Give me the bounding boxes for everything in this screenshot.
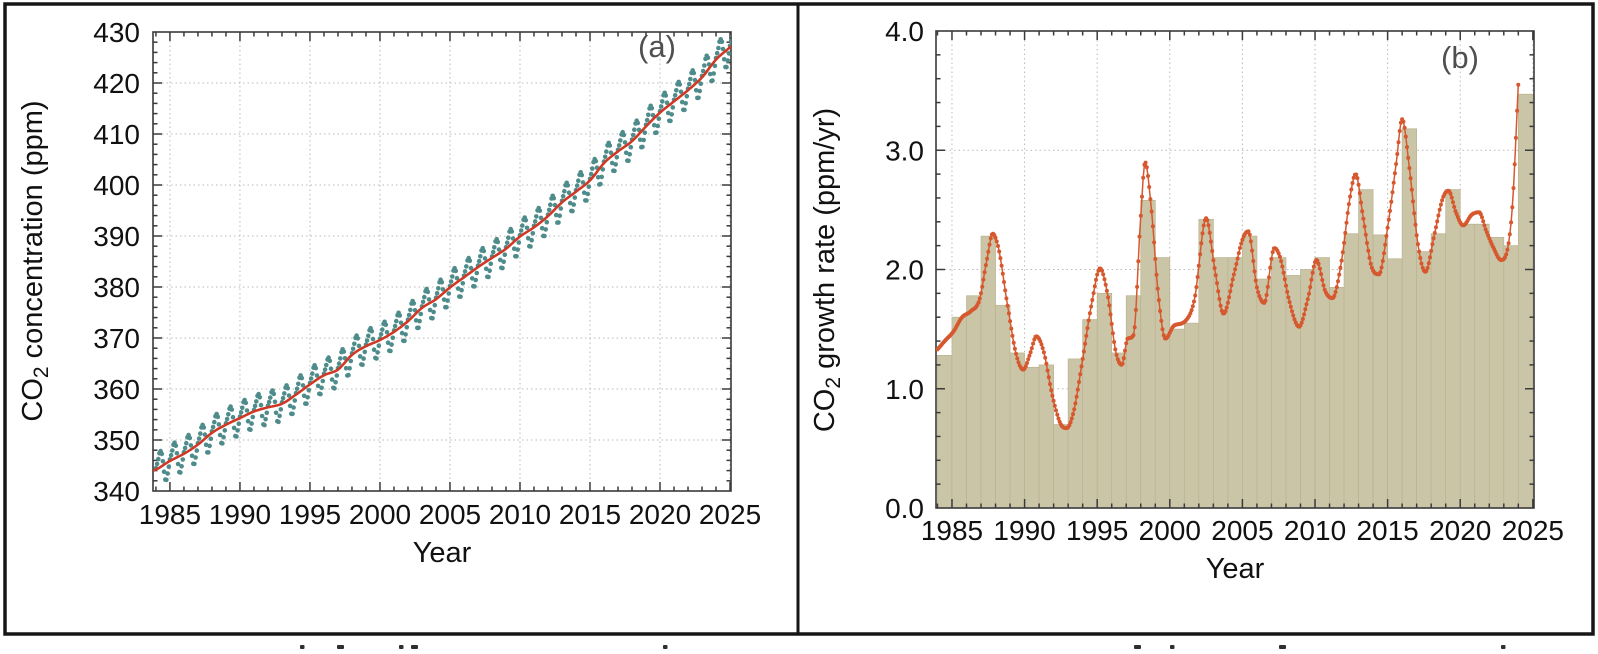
caption-fragment-mark bbox=[411, 645, 418, 649]
y-tick-label: 410 bbox=[93, 119, 140, 150]
bar bbox=[995, 304, 1011, 508]
co2-monthly-series bbox=[153, 34, 731, 483]
bar bbox=[1430, 233, 1447, 508]
y-tick-label: 350 bbox=[93, 425, 140, 456]
y-tick-label: 390 bbox=[93, 221, 140, 252]
y-tick-label: 400 bbox=[93, 170, 140, 201]
bar bbox=[1198, 219, 1214, 508]
caption-fragment-mark bbox=[1170, 645, 1175, 649]
bar bbox=[1445, 189, 1461, 508]
bar bbox=[951, 316, 967, 508]
bar bbox=[1387, 258, 1403, 508]
bar bbox=[1009, 352, 1025, 508]
y-tick-label: 1.0 bbox=[885, 374, 924, 405]
bar bbox=[1183, 322, 1200, 508]
co2-trend-line bbox=[153, 44, 731, 472]
caption-fragment-mark bbox=[663, 645, 668, 649]
plot-border bbox=[152, 31, 732, 492]
caption-fragment-mark bbox=[1134, 645, 1141, 649]
x-tick-label: 1995 bbox=[1066, 515, 1128, 546]
bar bbox=[1213, 257, 1229, 508]
x-tick-label: 2025 bbox=[1502, 515, 1564, 546]
y-tick-label: 0.0 bbox=[885, 493, 924, 524]
caption-fragment-mark bbox=[300, 645, 305, 649]
x-tick-label: 1985 bbox=[139, 499, 201, 530]
bar bbox=[1488, 236, 1505, 508]
bar bbox=[1517, 93, 1534, 508]
y-tick-label: 4.0 bbox=[885, 16, 924, 47]
caption-fragment-mark bbox=[337, 645, 344, 649]
bar bbox=[966, 295, 982, 508]
y-tick-label: 420 bbox=[93, 68, 140, 99]
y-tick-label: 370 bbox=[93, 323, 140, 354]
x-tick-label: 2005 bbox=[1211, 515, 1273, 546]
bar bbox=[1271, 257, 1287, 508]
y-tick-label: 3.0 bbox=[885, 135, 924, 166]
panel-label: (b) bbox=[1441, 40, 1479, 75]
bar bbox=[1474, 223, 1490, 508]
x-tick-label: 1990 bbox=[993, 515, 1055, 546]
x-tick-label: 2015 bbox=[1356, 515, 1418, 546]
bar bbox=[1169, 328, 1185, 508]
y-tick-label: 430 bbox=[93, 17, 140, 48]
x-tick-label: 2000 bbox=[1139, 515, 1201, 546]
x-tick-label: 2010 bbox=[489, 499, 551, 530]
bar bbox=[1503, 245, 1519, 508]
y-tick-label: 2.0 bbox=[885, 255, 924, 286]
grid bbox=[153, 32, 731, 491]
bar bbox=[1111, 352, 1127, 508]
plot-border bbox=[935, 30, 1535, 509]
x-tick-label: 2025 bbox=[699, 499, 761, 530]
x-tick-label: 2010 bbox=[1284, 515, 1346, 546]
y-tick-label: 360 bbox=[93, 374, 140, 405]
y-axis-title: CO2 growth rate (ppm/yr) bbox=[809, 108, 845, 432]
y-tick-label: 380 bbox=[93, 272, 140, 303]
panel-a: 1985 1990 1995 2000 2005 2010 2015 2020 2025 340 3… bbox=[17, 17, 761, 569]
x-tick-label: 2000 bbox=[349, 499, 411, 530]
bar bbox=[1038, 364, 1054, 508]
bar bbox=[1416, 251, 1432, 508]
bar bbox=[1372, 234, 1388, 508]
bar bbox=[937, 355, 953, 508]
x-tick-label: 1990 bbox=[209, 499, 271, 530]
x-axis-title: Year bbox=[1206, 553, 1265, 585]
panel-b: 1985 1990 1995 2000 2005 2010 2015 2020 2025 0.0 1… bbox=[809, 16, 1564, 585]
x-tick-label: 1995 bbox=[279, 499, 341, 530]
y-tick-label: 340 bbox=[93, 476, 140, 507]
x-tick-label: 2005 bbox=[419, 499, 481, 530]
bar bbox=[1053, 424, 1069, 508]
x-tick-label: 1985 bbox=[921, 515, 983, 546]
x-tick-label: 2020 bbox=[629, 499, 691, 530]
panel-text: 1985 1990 1995 2000 2005 2010 2015 2020 2025 0.0 1… bbox=[809, 16, 1564, 585]
bars-group bbox=[937, 93, 1534, 508]
bar bbox=[1024, 366, 1040, 508]
bar bbox=[1401, 128, 1418, 508]
caption-fragments bbox=[300, 645, 1506, 649]
bar bbox=[1329, 287, 1345, 508]
bar bbox=[1459, 223, 1476, 508]
x-tick-label: 2015 bbox=[559, 499, 621, 530]
bar bbox=[1096, 293, 1113, 508]
frame bbox=[3, 2, 1595, 636]
caption-fragment-mark bbox=[1279, 645, 1286, 649]
x-axis-title: Year bbox=[413, 537, 472, 569]
growth-rate-monthly-series bbox=[936, 82, 1521, 431]
panel-text: 1985 1990 1995 2000 2005 2010 2015 2020 2025 340 3… bbox=[17, 17, 761, 569]
bar bbox=[1256, 278, 1272, 508]
bar bbox=[1154, 257, 1171, 508]
bar bbox=[1140, 199, 1156, 508]
caption-fragment-mark bbox=[399, 645, 404, 649]
caption-fragment-mark bbox=[1501, 645, 1506, 649]
panel-label: (a) bbox=[638, 29, 676, 64]
x-tick-label: 2020 bbox=[1429, 515, 1491, 546]
y-axis-title: CO2 concentration (ppm) bbox=[17, 100, 53, 421]
bar bbox=[1343, 233, 1359, 508]
